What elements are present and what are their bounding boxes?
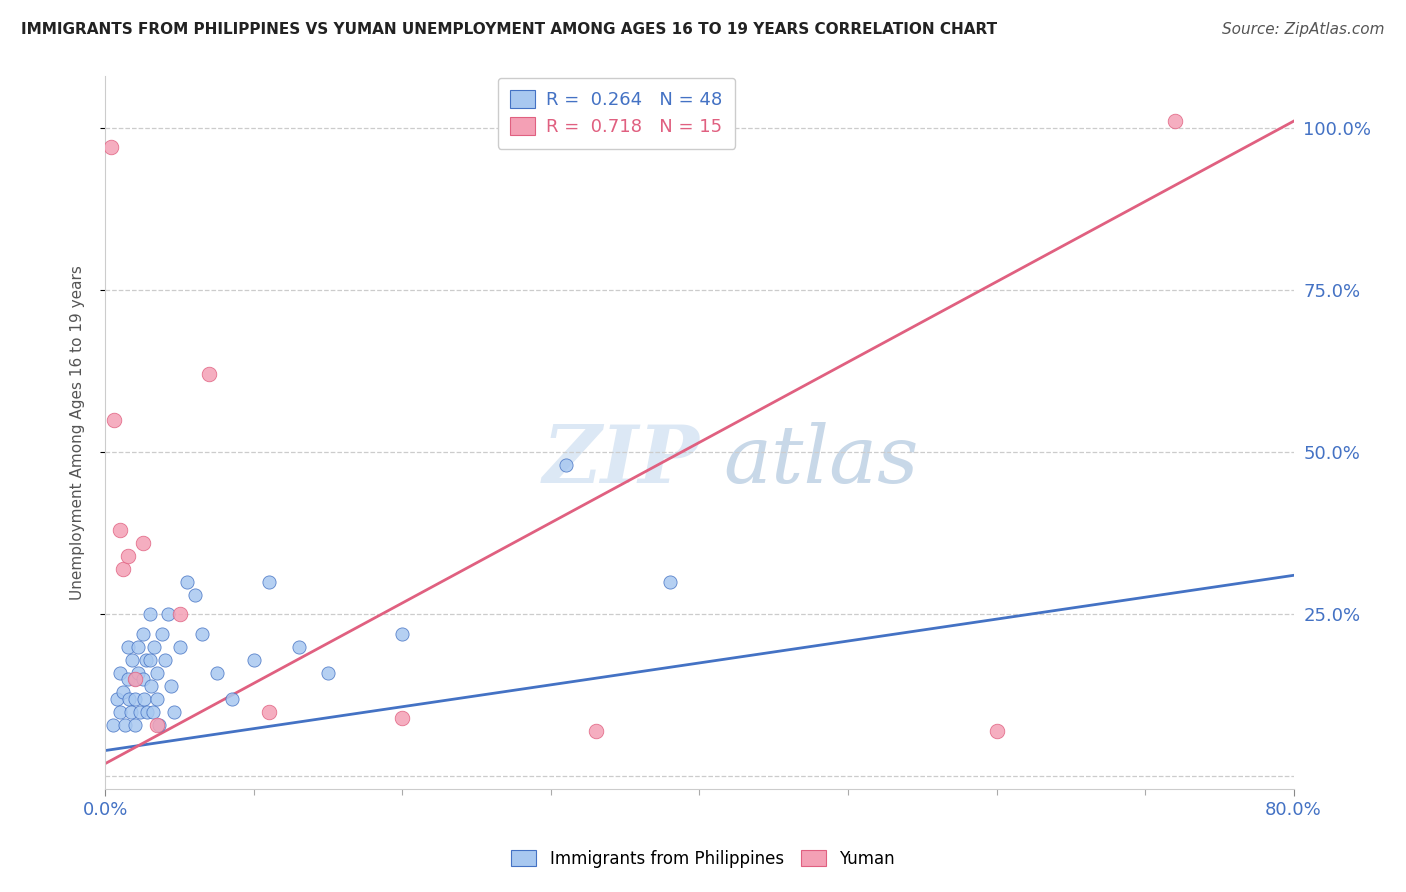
Point xyxy=(131,536,153,550)
Point xyxy=(124,672,146,686)
Point xyxy=(554,458,576,472)
Point xyxy=(391,626,413,640)
Point xyxy=(156,607,179,622)
Point xyxy=(112,685,135,699)
Point xyxy=(163,705,186,719)
Point xyxy=(110,665,132,680)
Point xyxy=(257,574,280,589)
Point xyxy=(143,640,166,654)
Point xyxy=(243,653,266,667)
Point xyxy=(110,705,132,719)
Point xyxy=(120,705,142,719)
Point xyxy=(221,691,243,706)
Point xyxy=(150,626,173,640)
Point xyxy=(142,705,165,719)
Y-axis label: Unemployment Among Ages 16 to 19 years: Unemployment Among Ages 16 to 19 years xyxy=(70,265,84,600)
Point xyxy=(135,653,157,667)
Point xyxy=(159,679,181,693)
Legend: R =  0.264   N = 48, R =  0.718   N = 15: R = 0.264 N = 48, R = 0.718 N = 15 xyxy=(498,78,735,149)
Point xyxy=(141,679,163,693)
Point xyxy=(148,717,170,731)
Point xyxy=(101,717,124,731)
Point xyxy=(136,705,159,719)
Point xyxy=(205,665,228,680)
Point xyxy=(114,717,136,731)
Point xyxy=(100,140,122,154)
Point xyxy=(118,691,141,706)
Point xyxy=(146,691,169,706)
Point xyxy=(112,562,135,576)
Point xyxy=(117,640,139,654)
Point xyxy=(257,705,280,719)
Point xyxy=(105,691,128,706)
Point xyxy=(176,574,198,589)
Point xyxy=(1164,114,1187,128)
Point xyxy=(585,724,607,739)
Point xyxy=(169,607,191,622)
Point xyxy=(139,653,162,667)
Point xyxy=(124,691,146,706)
Point xyxy=(131,626,153,640)
Point xyxy=(117,549,139,563)
Point xyxy=(128,705,150,719)
Point xyxy=(191,626,214,640)
Point xyxy=(146,717,169,731)
Point xyxy=(131,672,153,686)
Point xyxy=(110,523,132,537)
Point xyxy=(986,724,1008,739)
Legend: Immigrants from Philippines, Yuman: Immigrants from Philippines, Yuman xyxy=(505,844,901,875)
Point xyxy=(391,711,413,725)
Point xyxy=(183,588,205,602)
Point xyxy=(146,665,169,680)
Point xyxy=(198,368,221,382)
Point xyxy=(124,672,146,686)
Point xyxy=(121,653,143,667)
Point xyxy=(316,665,339,680)
Point xyxy=(132,691,155,706)
Point xyxy=(124,717,146,731)
Point xyxy=(169,640,191,654)
Point xyxy=(153,653,176,667)
Point xyxy=(658,574,681,589)
Point xyxy=(139,607,162,622)
Point xyxy=(127,665,149,680)
Point xyxy=(127,640,149,654)
Point xyxy=(117,672,139,686)
Text: atlas: atlas xyxy=(723,423,918,500)
Text: IMMIGRANTS FROM PHILIPPINES VS YUMAN UNEMPLOYMENT AMONG AGES 16 TO 19 YEARS CORR: IMMIGRANTS FROM PHILIPPINES VS YUMAN UNE… xyxy=(21,22,997,37)
Text: Source: ZipAtlas.com: Source: ZipAtlas.com xyxy=(1222,22,1385,37)
Point xyxy=(287,640,309,654)
Point xyxy=(103,412,125,426)
Text: ZIP: ZIP xyxy=(543,423,700,500)
